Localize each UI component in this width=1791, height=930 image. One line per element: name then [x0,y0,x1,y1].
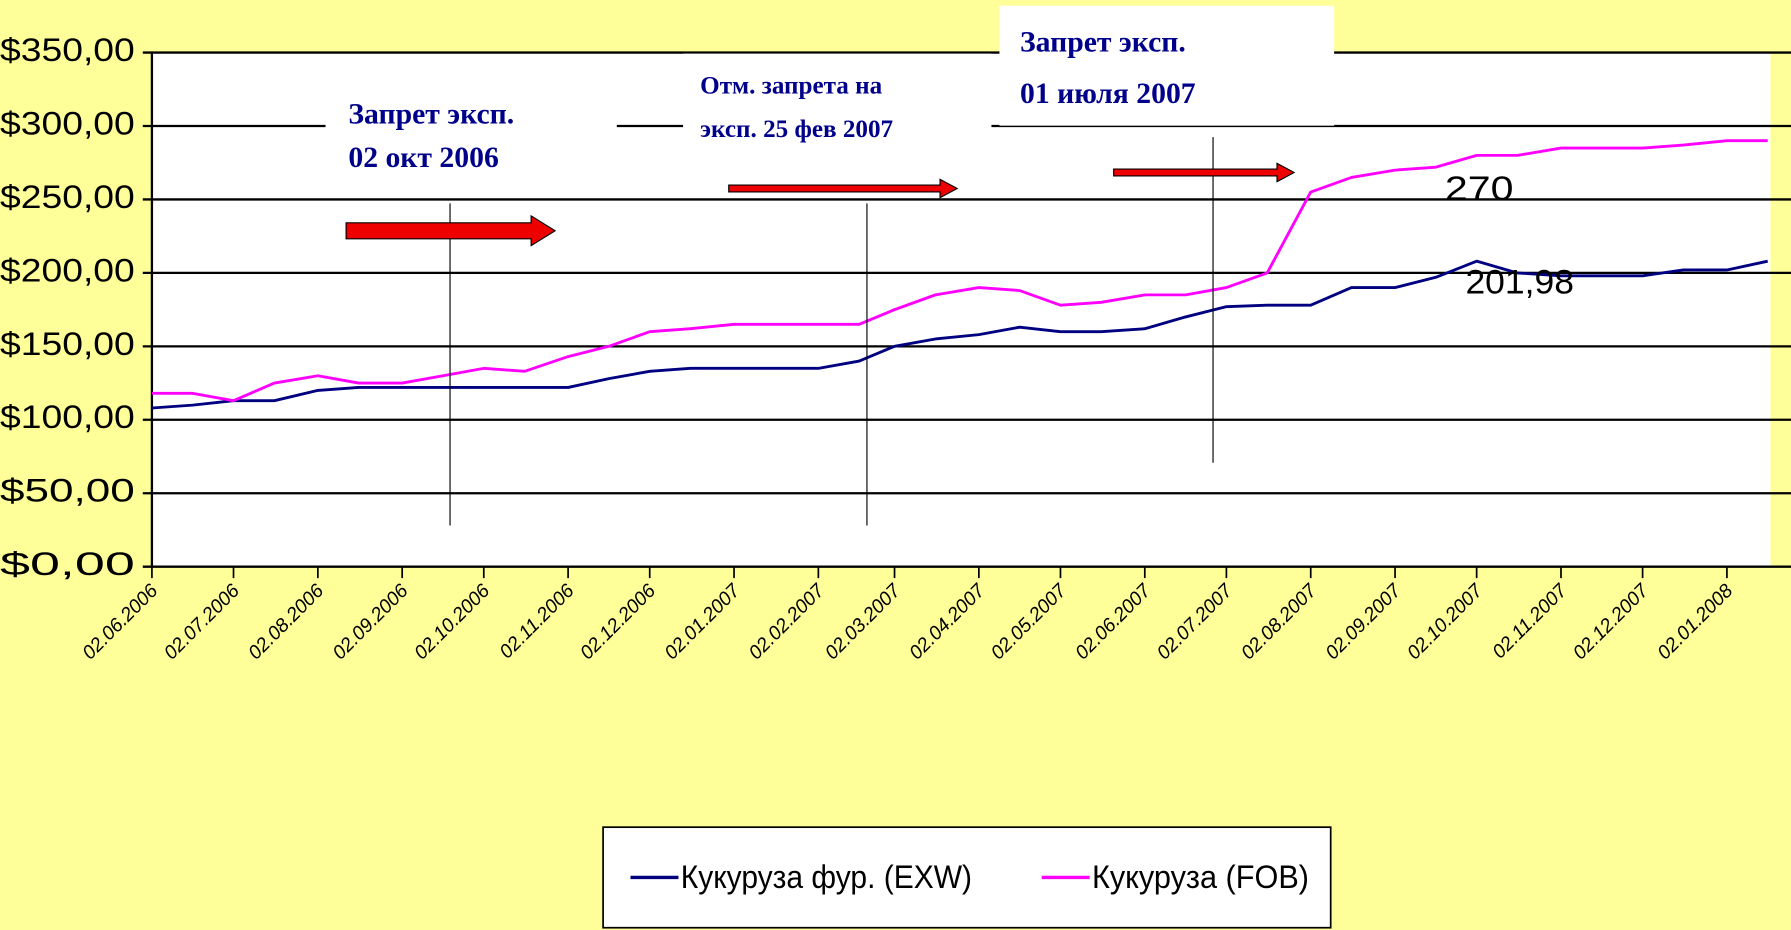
series-line [151,259,1768,410]
y-tick-label: $300,00 [0,105,135,141]
lines [151,139,1768,410]
arrow [728,178,959,199]
annotation-box [999,5,1335,126]
annotation: Запрет эксп. [348,98,514,130]
y-tick-label: $350,00 [0,32,135,68]
series-line [151,139,1768,403]
y-tick-label: $200,00 [0,252,135,288]
y-tick-label: $250,00 [0,179,135,215]
legend-label: Кукуруза (FOB) [1092,859,1309,895]
y-tick-label: $50,00 [0,473,135,509]
annotation: 01 июля 2007 [1020,78,1196,110]
legend [602,826,1332,929]
annotation-box [683,53,992,166]
annotation: Отм. запрета на [700,73,882,100]
annotation: эксп. 25 фев 2007 [700,116,893,143]
legend-entries: Кукуруза фур. (EXW) Кукуруза (FOB) [630,859,1309,895]
y-tick-label: $100,00 [0,399,135,435]
y-tick-label: $150,00 [0,326,135,362]
arrow [1113,162,1296,183]
point-label: 201,98 [1465,264,1574,302]
annotation-box [325,85,617,189]
point-label: 270 [1445,170,1514,208]
arrow [345,214,557,247]
legend-label: Кукуруза фур. (EXW) [681,859,972,895]
annotation: Запрет эксп. [1020,26,1186,58]
y-tick-label: $0,00 [0,546,135,582]
annotation: 02 окт 2006 [348,142,498,174]
